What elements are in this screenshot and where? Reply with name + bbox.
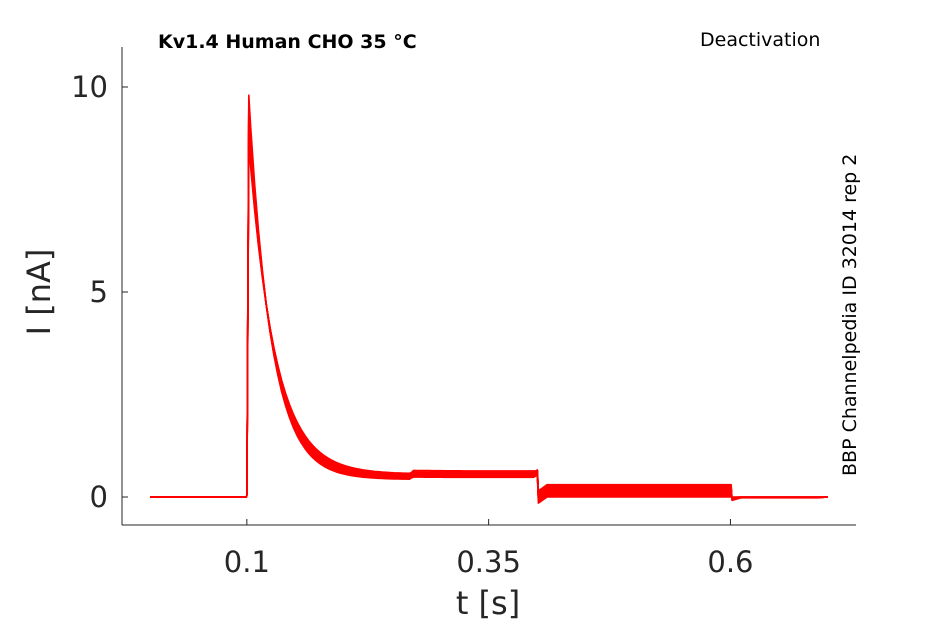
current-trace — [150, 143, 829, 502]
y-tick-label: 0 — [90, 480, 108, 514]
x-tick-label: 0.1 — [224, 545, 270, 579]
x-tick-label: 0.6 — [707, 545, 753, 579]
x-tick-label: 0.35 — [456, 545, 521, 579]
source-id-label: BBP Channelpedia ID 32014 rep 2 — [839, 154, 861, 476]
chart-title: Kv1.4 Human CHO 35 °C — [158, 31, 417, 53]
y-tick-label: 5 — [90, 275, 108, 309]
current-trace — [150, 139, 829, 501]
x-axis-label: t [s] — [456, 584, 520, 622]
y-axis-label: I [nA] — [20, 249, 58, 336]
trace-group — [150, 94, 829, 504]
protocol-label: Deactivation — [700, 29, 820, 51]
y-tick-label: 10 — [71, 70, 108, 104]
current-trace — [150, 135, 829, 501]
y-axis-ticks: 0 5 10 — [71, 70, 128, 514]
x-axis-ticks: 0.1 0.35 0.6 — [224, 519, 754, 579]
